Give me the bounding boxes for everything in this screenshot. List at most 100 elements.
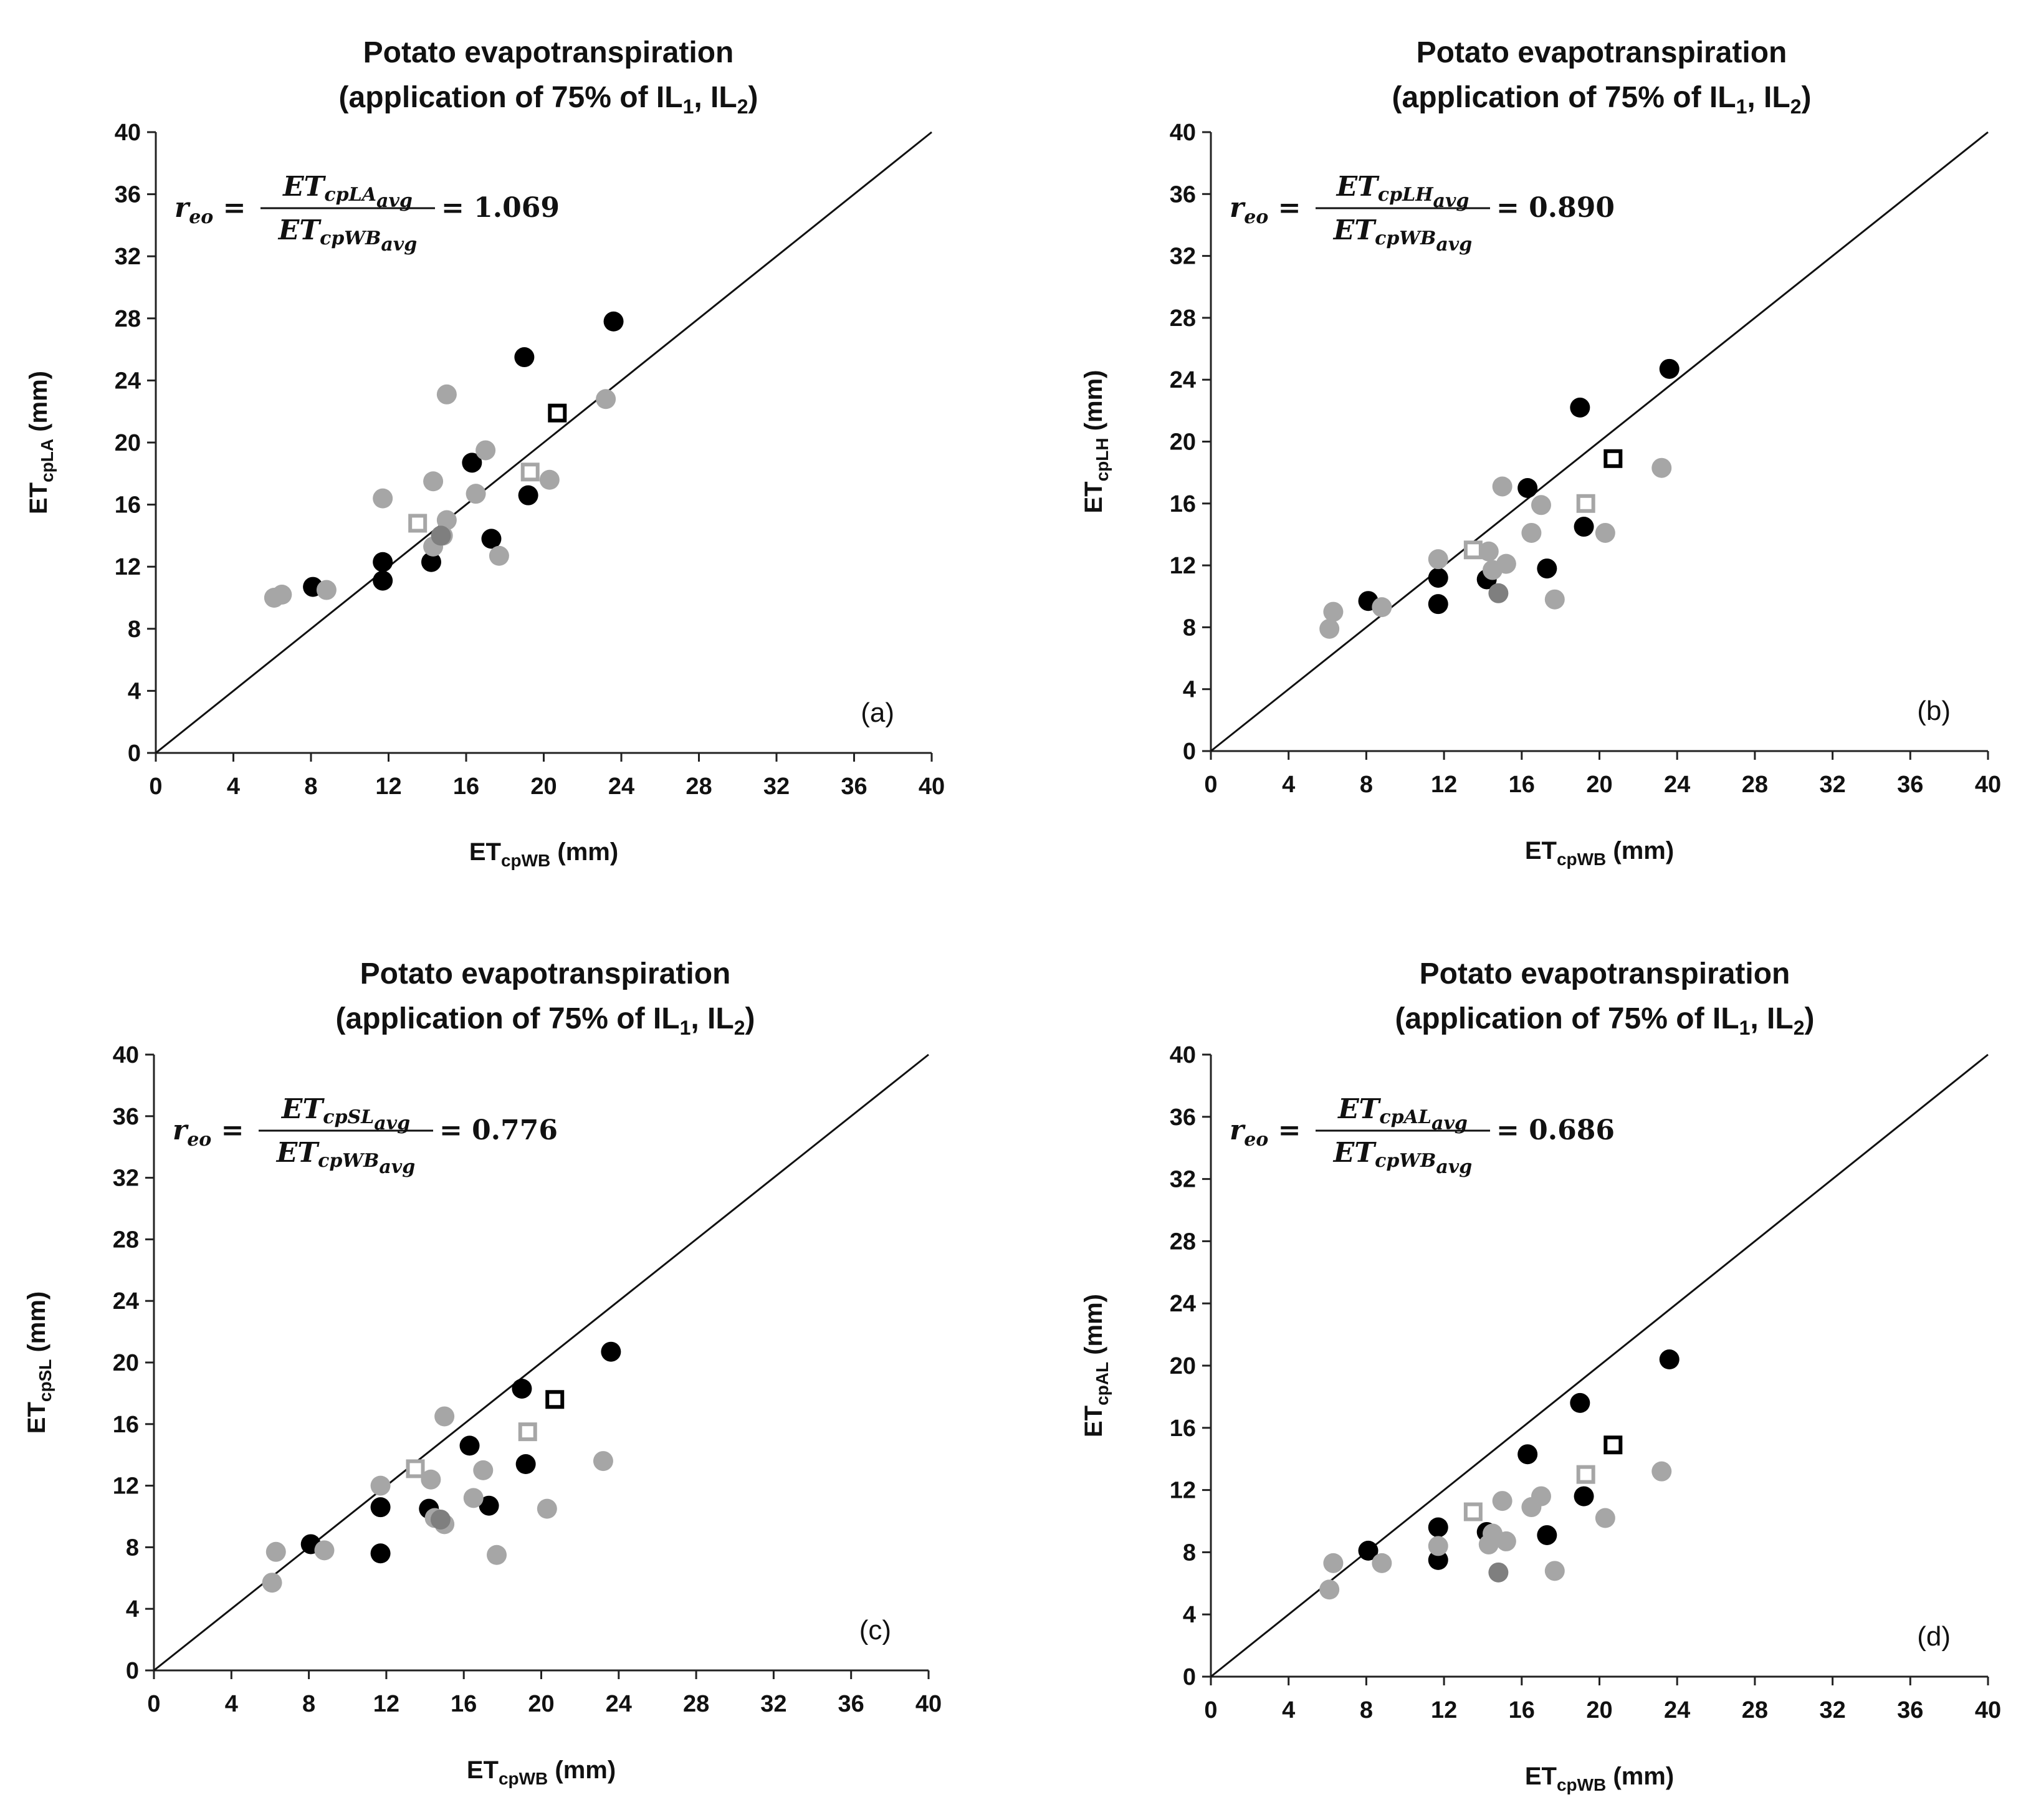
- chart-title-line1: Potato evapotranspiration: [1417, 36, 1787, 69]
- x-tick-label: 24: [1664, 1697, 1690, 1723]
- data-point-gray-dots: [370, 1475, 391, 1496]
- data-point-gray-square: [1576, 494, 1595, 513]
- data-point-gray-dots: [1531, 1486, 1551, 1506]
- data-point-black-dots: [1570, 1392, 1590, 1413]
- y-axis-label: ETcpAL (mm): [1080, 1294, 1112, 1437]
- x-tick-label: 20: [1586, 772, 1612, 798]
- x-tick-label: 0: [1204, 772, 1217, 798]
- x-tick-label: 12: [1431, 1697, 1457, 1723]
- x-axis-label: ETcpWB (mm): [1525, 1763, 1674, 1794]
- x-tick-label: 12: [375, 774, 401, 800]
- y-tick-label: 24: [1170, 1291, 1196, 1317]
- x-tick-label: 20: [530, 774, 557, 800]
- x-tick-label: 4: [227, 774, 240, 800]
- y-tick-label: 24: [113, 1288, 139, 1315]
- data-point-gray-dots: [1319, 1579, 1340, 1600]
- chart-title-line1: Potato evapotranspiration: [360, 957, 731, 990]
- equation-denominator: ETcpWBavg: [275, 1137, 415, 1178]
- y-tick-label: 12: [115, 554, 141, 580]
- x-tick-label: 40: [1975, 1697, 2001, 1723]
- x-tick-label: 32: [763, 774, 790, 800]
- chart-title-line1: Potato evapotranspiration: [1420, 957, 1790, 990]
- x-tick-label: 28: [1742, 772, 1768, 798]
- data-point-gray-square: [1463, 1502, 1483, 1521]
- y-tick-label: 0: [1183, 1664, 1196, 1690]
- data-point-black-dots: [1428, 567, 1448, 588]
- equation-value: = 0.686: [1496, 1114, 1615, 1146]
- data-point-black-dots: [1358, 1540, 1379, 1561]
- data-point-gray-dots: [487, 1545, 507, 1565]
- y-tick-label: 24: [115, 368, 141, 394]
- equation-denominator: ETcpWBavg: [1332, 1137, 1472, 1178]
- y-tick-label: 0: [128, 740, 141, 767]
- y-tick-label: 20: [1170, 429, 1196, 456]
- x-tick-label: 32: [760, 1691, 786, 1717]
- y-tick-label: 16: [1170, 491, 1196, 517]
- x-tick-label: 40: [919, 774, 945, 800]
- y-axis-label: ETcpLH (mm): [1080, 370, 1112, 513]
- data-point-dark-gray-dot: [431, 525, 451, 546]
- data-point-gray-dots: [314, 1540, 335, 1561]
- y-tick-label: 16: [1170, 1415, 1196, 1442]
- data-point-dark-gray-dot: [430, 1509, 451, 1530]
- panel-label: (d): [1917, 1621, 1951, 1652]
- data-point-black-dots: [1428, 1549, 1448, 1570]
- y-tick-label: 16: [113, 1412, 139, 1438]
- x-tick-label: 24: [608, 774, 634, 800]
- equation-lhs: reo =: [174, 192, 246, 228]
- one-to-one-line: [1210, 131, 1989, 752]
- data-point-gray-dots: [1496, 1531, 1516, 1551]
- data-point-gray-square: [1463, 540, 1483, 560]
- data-point-gray-dots: [539, 469, 560, 490]
- data-point-gray-dots: [434, 1406, 455, 1427]
- y-tick-label: 12: [1170, 553, 1196, 579]
- data-point-gray-dots: [373, 488, 393, 509]
- data-point-gray-dots: [1651, 457, 1672, 478]
- data-point-gray-dots: [1544, 589, 1565, 610]
- y-tick-label: 4: [128, 678, 141, 704]
- data-point-gray-square: [520, 462, 540, 482]
- data-point-gray-dots: [1496, 553, 1516, 574]
- x-tick-label: 20: [1586, 1697, 1612, 1723]
- equation-lhs: reo =: [173, 1114, 244, 1151]
- y-tick-label: 40: [1170, 1042, 1196, 1068]
- equation-value: = 0.776: [439, 1114, 558, 1146]
- data-point-gray-dots: [473, 1460, 494, 1480]
- x-tick-label: 32: [1819, 772, 1845, 798]
- data-point-gray-dots: [1372, 1553, 1392, 1573]
- equation-lhs: reo =: [1230, 1114, 1301, 1151]
- data-point-gray-dots: [489, 545, 509, 566]
- equation-numerator: ETcpALavg: [1337, 1093, 1468, 1134]
- x-tick-label: 28: [683, 1691, 709, 1717]
- data-point-black-square: [545, 1390, 565, 1409]
- chart-title-line2: (application of 75% of IL1, IL2): [1395, 1002, 1815, 1039]
- equation-lhs: reo =: [1230, 192, 1301, 228]
- x-tick-label: 20: [528, 1691, 554, 1717]
- x-tick-label: 4: [1282, 772, 1295, 798]
- data-point-black-dots: [1659, 1349, 1680, 1370]
- data-point-gray-dots: [1428, 1536, 1448, 1556]
- data-point-gray-dots: [316, 580, 337, 600]
- data-point-black-dots: [512, 1378, 532, 1399]
- data-point-black-dots: [462, 453, 482, 473]
- data-point-gray-dots: [1651, 1461, 1672, 1482]
- panel-label: (c): [859, 1615, 891, 1645]
- y-tick-label: 32: [1170, 1167, 1196, 1193]
- data-point-gray-dots: [436, 384, 457, 405]
- data-point-black-dots: [1574, 1486, 1594, 1506]
- data-point-black-dots: [1570, 397, 1590, 418]
- data-point-black-dots: [1537, 1525, 1557, 1545]
- chart-panel-2: Potato evapotranspiration (application of…: [23, 957, 942, 1788]
- data-point-gray-dots: [1319, 618, 1340, 639]
- chart-title-line2: (application of 75% of IL1, IL2): [1392, 81, 1812, 118]
- equation-denominator: ETcpWBavg: [1332, 214, 1472, 256]
- data-point-gray-dots: [1428, 549, 1448, 570]
- one-to-one-line: [153, 1053, 929, 1672]
- y-tick-label: 8: [128, 616, 141, 643]
- y-tick-label: 24: [1170, 367, 1196, 393]
- equation-value: = 1.069: [441, 192, 560, 224]
- equation-denominator: ETcpWBavg: [277, 214, 417, 256]
- data-point-black-dots: [481, 529, 502, 549]
- x-tick-label: 4: [1282, 1697, 1295, 1723]
